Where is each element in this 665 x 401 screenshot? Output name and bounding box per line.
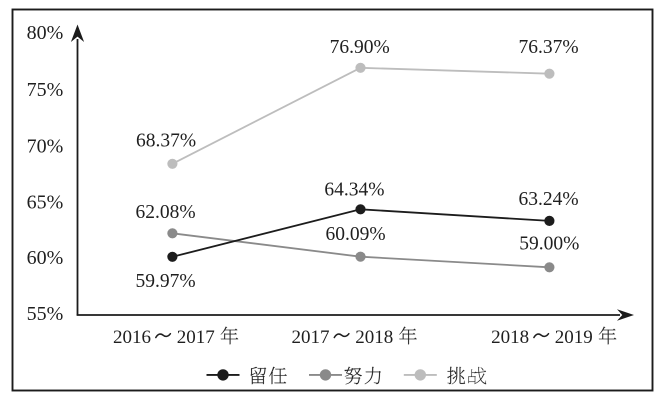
svg-text:2016: 2016: [113, 327, 151, 348]
svg-text:62.08%: 62.08%: [135, 202, 195, 223]
svg-text:2019: 2019: [555, 327, 593, 348]
svg-text:2018: 2018: [355, 327, 393, 348]
svg-text:2018: 2018: [491, 327, 529, 348]
svg-text:76.37%: 76.37%: [519, 37, 579, 58]
svg-text:2017: 2017: [292, 327, 330, 348]
svg-text:65%: 65%: [27, 191, 64, 213]
svg-text:60.09%: 60.09%: [325, 224, 385, 245]
svg-text:2017: 2017: [177, 327, 215, 348]
svg-text:75%: 75%: [27, 79, 64, 101]
svg-text:64.34%: 64.34%: [324, 180, 384, 201]
svg-text:55%: 55%: [27, 303, 64, 325]
svg-text:68.37%: 68.37%: [136, 130, 196, 151]
svg-text:70%: 70%: [27, 136, 64, 158]
svg-text:80%: 80%: [27, 22, 64, 44]
svg-text:60%: 60%: [27, 247, 64, 269]
svg-text:76.90%: 76.90%: [330, 37, 390, 58]
svg-text:59.00%: 59.00%: [519, 233, 579, 254]
svg-text:63.24%: 63.24%: [519, 189, 579, 210]
svg-text:59.97%: 59.97%: [135, 271, 195, 292]
